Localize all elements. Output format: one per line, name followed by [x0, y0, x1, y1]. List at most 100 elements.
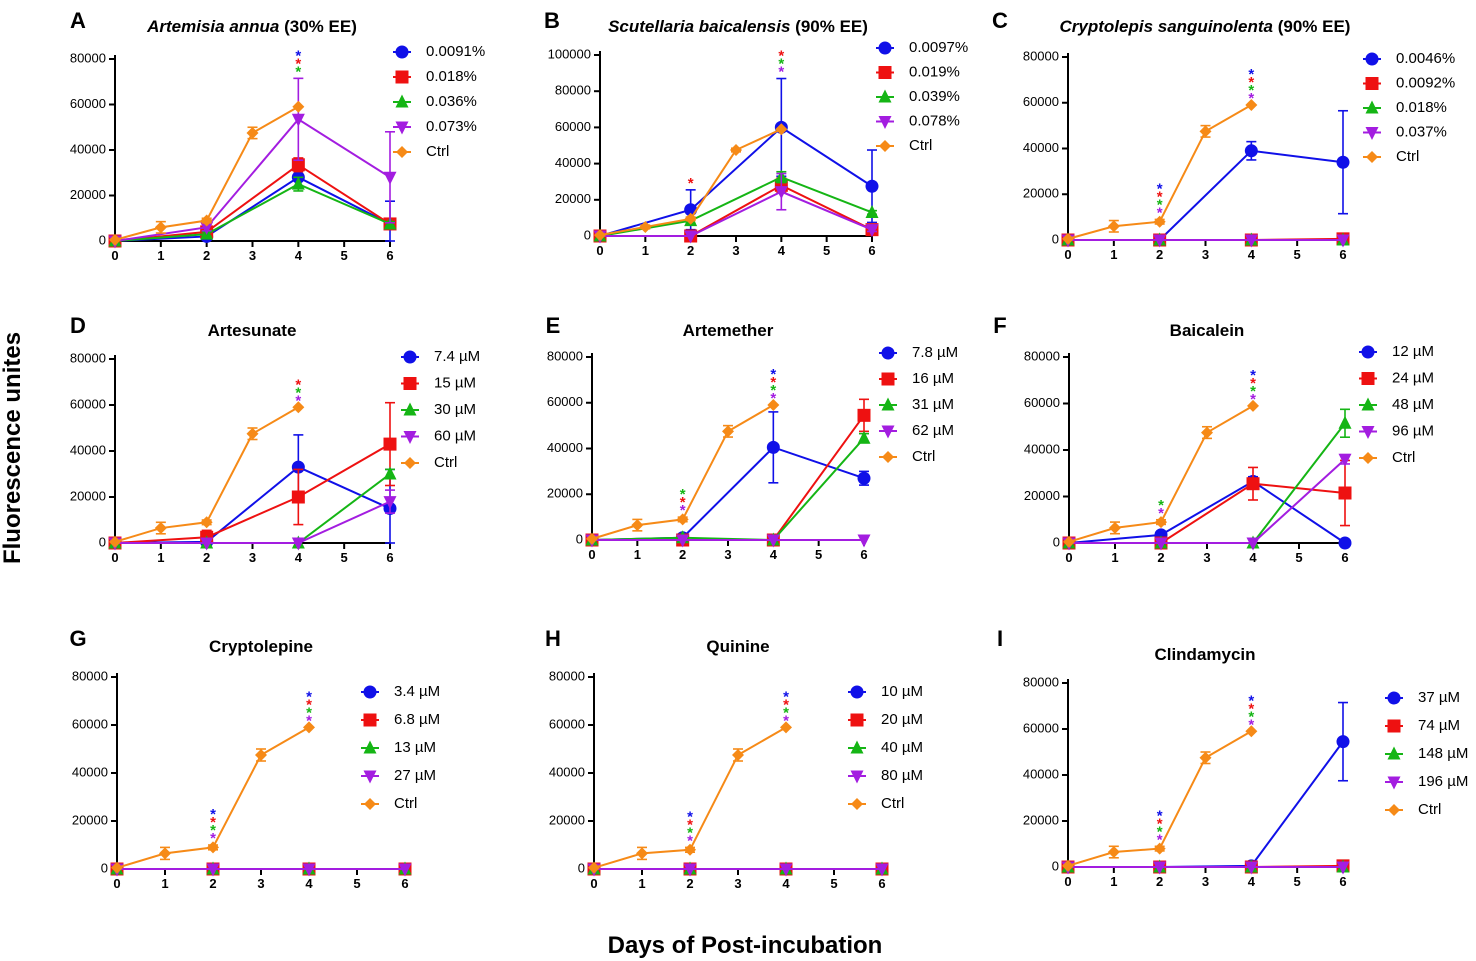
x-tick-label: 1	[1111, 550, 1118, 565]
x-tick-label: 6	[878, 876, 885, 891]
legend-label: 6.8 µM	[394, 711, 440, 728]
panel-c: C Cryptolepis sanguinolenta (90% EE) 0 2000…	[992, 8, 1455, 262]
y-tick-label: 40000	[547, 440, 583, 455]
legend-label: 13 µM	[394, 739, 436, 756]
legend-marker	[404, 457, 416, 469]
series-line	[599, 126, 873, 237]
legend-marker	[1387, 719, 1401, 733]
legend-marker	[881, 425, 895, 439]
significance-star: *	[1157, 196, 1163, 213]
series-line	[115, 500, 391, 544]
y-tick-label: 40000	[1023, 140, 1059, 155]
legend-label: 0.0092%	[1396, 74, 1455, 91]
x-tick-label: 2	[1156, 874, 1163, 889]
x-tick-label: 1	[157, 248, 164, 263]
data-point	[1107, 846, 1120, 859]
x-tick-label: 5	[830, 876, 837, 891]
legend-label: 0.036%	[426, 93, 477, 110]
series-5	[588, 721, 792, 874]
legend-marker	[850, 685, 864, 699]
y-tick-label: 0	[584, 227, 591, 242]
significance-star: *	[1248, 700, 1254, 717]
significance-star: *	[295, 392, 301, 409]
data-point	[639, 220, 652, 233]
series-line	[600, 190, 873, 237]
x-tick-label: 6	[1339, 874, 1346, 889]
x-tick-label: 0	[1065, 550, 1072, 565]
legend-marker	[363, 685, 377, 699]
series-line	[1068, 480, 1346, 544]
data-point	[1063, 535, 1075, 548]
data-point	[1245, 725, 1258, 738]
panel-letter: C	[992, 8, 1008, 33]
legend-marker	[881, 346, 895, 360]
data-point	[200, 516, 213, 529]
significance-star: *	[687, 832, 693, 849]
legend-marker	[878, 41, 892, 55]
series-4	[108, 77, 397, 249]
significance-star: *	[770, 382, 776, 399]
panels-group: A Artemisia annua (30% EE)020000400006000…	[69, 8, 1468, 891]
x-tick-label: 4	[1248, 874, 1256, 889]
panel-title-text: Artesunate	[208, 321, 297, 340]
y-tick-label: 40000	[549, 764, 585, 779]
data-point	[1153, 234, 1167, 248]
x-tick-label: 3	[1203, 550, 1210, 565]
data-point	[1062, 232, 1074, 245]
data-point	[1153, 861, 1167, 875]
data-point	[1336, 735, 1350, 749]
significance-star: *	[687, 808, 693, 825]
legend-label: 31 µM	[912, 396, 954, 413]
legend-marker	[403, 377, 417, 390]
significance-star: *	[688, 175, 694, 192]
panel-title: Artesunate	[208, 321, 297, 340]
panel-letter: A	[70, 8, 86, 33]
legend-label: 80 µM	[881, 767, 923, 784]
legend-label: 62 µM	[912, 422, 954, 439]
panel-letter: H	[545, 626, 561, 651]
y-tick-label: 0	[99, 232, 106, 247]
panel-b: B Scutellaria baicalensis (90% EE) 0 20000 4…	[544, 8, 968, 258]
series-5	[586, 399, 780, 545]
panel-title-italic: Cryptolepis sanguinolenta	[1060, 17, 1273, 36]
x-tick-label: 2	[203, 550, 210, 565]
y-tick-label: 20000	[1024, 488, 1060, 503]
significance-star: *	[1250, 367, 1256, 384]
data-point	[1338, 486, 1352, 500]
legend-marker	[850, 770, 864, 784]
data-point	[1199, 751, 1212, 764]
significance-star: *	[1248, 66, 1254, 83]
data-point	[292, 100, 305, 113]
x-tick-label: 6	[860, 547, 867, 562]
legend-label: 0.037%	[1396, 123, 1447, 140]
x-tick-label: 1	[638, 876, 645, 891]
legend-label: 15 µM	[434, 374, 476, 391]
significance-star: *	[210, 822, 216, 839]
data-point	[383, 496, 397, 510]
significance-star: *	[770, 374, 776, 391]
data-point	[1336, 155, 1350, 169]
x-tick-label: 0	[113, 876, 120, 891]
series-1	[1061, 701, 1350, 874]
data-point	[586, 532, 598, 545]
data-point	[865, 204, 879, 218]
significance-star: *	[306, 688, 312, 705]
panel-title: Cryptolepis sanguinolenta (90% EE)	[1060, 17, 1351, 36]
legend-label: 0.018%	[1396, 99, 1447, 116]
x-tick-label: 5	[823, 243, 830, 258]
significance-star: *	[306, 704, 312, 721]
legend-marker	[1361, 426, 1375, 439]
y-tick-label: 0	[578, 860, 585, 875]
significance-star: *	[1158, 505, 1164, 522]
y-tick-label: 20000	[72, 812, 108, 827]
significance-star: *	[1248, 90, 1254, 107]
data-point	[246, 126, 259, 139]
legend-marker	[1388, 804, 1400, 816]
x-tick-label: 1	[1110, 874, 1117, 889]
x-tick-label: 5	[341, 550, 348, 565]
y-tick-label: 80000	[70, 350, 106, 365]
legend-marker	[1366, 151, 1378, 163]
legend-marker	[881, 397, 895, 411]
data-point	[1201, 426, 1213, 439]
